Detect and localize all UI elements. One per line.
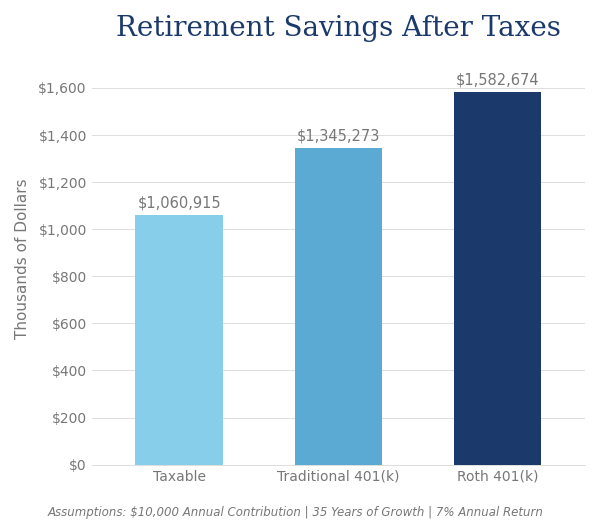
Text: Assumptions: $10,000 Annual Contribution | 35 Years of Growth | 7% Annual Return: Assumptions: $10,000 Annual Contribution… (48, 506, 544, 519)
Title: Retirement Savings After Taxes: Retirement Savings After Taxes (116, 15, 561, 42)
Bar (295, 148, 382, 465)
Text: $1,345,273: $1,345,273 (296, 128, 380, 143)
Bar (136, 215, 223, 465)
Y-axis label: Thousands of Dollars: Thousands of Dollars (15, 179, 30, 339)
Text: $1,060,915: $1,060,915 (137, 195, 221, 210)
Bar (454, 92, 541, 465)
Text: $1,582,674: $1,582,674 (455, 73, 539, 87)
